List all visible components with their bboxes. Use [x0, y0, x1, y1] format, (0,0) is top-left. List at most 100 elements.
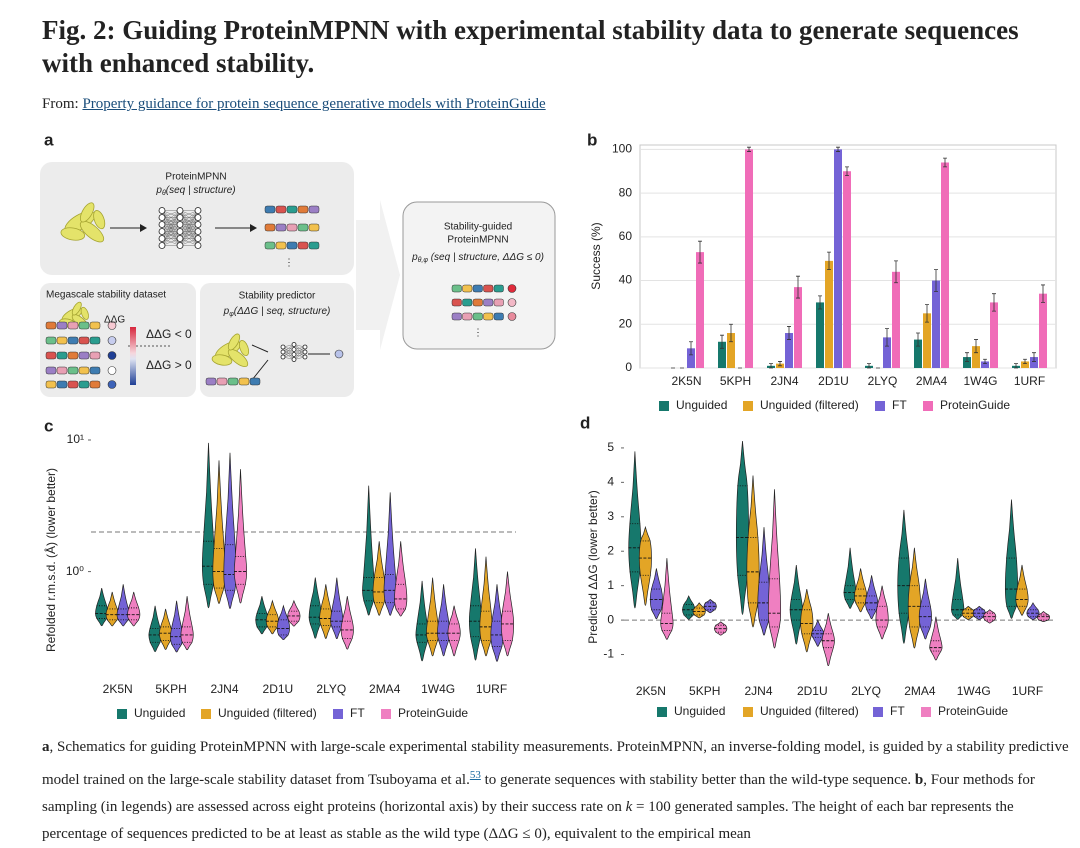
- sequence-cell: [238, 377, 250, 386]
- network-edge: [161, 210, 181, 225]
- legend-label: ProteinGuide: [398, 706, 468, 720]
- legend-swatch: [117, 709, 127, 719]
- legend-title: ΔΔG: [104, 315, 125, 326]
- formula-part: p: [223, 306, 230, 317]
- network-node: [176, 242, 184, 249]
- sequence-cell: [67, 336, 79, 345]
- y-axis-label: Predicted ΔΔG (lower better): [586, 490, 600, 643]
- sequence-cell: [286, 205, 298, 214]
- network-node: [158, 221, 166, 228]
- violin: [415, 580, 429, 662]
- sequence-cell: [78, 380, 90, 389]
- reference: 53: [470, 767, 481, 781]
- bar: [816, 302, 824, 368]
- error-bar: [698, 240, 702, 264]
- sequence-cell: [45, 366, 57, 375]
- legend-swatch: [659, 401, 669, 411]
- network-node: [158, 214, 166, 221]
- y-tick-label: 3: [607, 509, 614, 523]
- violin: [447, 605, 461, 657]
- bar: [785, 333, 793, 368]
- formula: pθ(seq | structure): [155, 185, 235, 197]
- violin: [212, 460, 226, 604]
- error-bar: [747, 146, 751, 152]
- sequence-cell: [89, 336, 101, 345]
- reference-link[interactable]: 53: [469, 769, 481, 781]
- x-tick-label: 2MA4: [904, 684, 936, 698]
- violin: [865, 575, 879, 620]
- figure: a ProteinMPNN pθ(seq | structure) ⋮ Stab…: [40, 130, 1057, 720]
- legend-swatch: [873, 707, 883, 717]
- bar: [932, 280, 940, 368]
- sequence-cell: [264, 223, 276, 232]
- arrow: [251, 359, 269, 381]
- network-node: [176, 214, 184, 221]
- x-tick-label: 1URF: [476, 682, 507, 696]
- error-bar: [925, 304, 929, 323]
- box-title: Megascale stability dataset: [46, 290, 166, 301]
- violin: [1015, 564, 1029, 616]
- sequence-cell: [45, 380, 57, 389]
- stability-dot: [507, 312, 517, 321]
- sequence-cell: [67, 321, 79, 330]
- network-node: [302, 354, 308, 360]
- sequence-cell: [264, 205, 276, 214]
- violin: [372, 541, 386, 616]
- network-node: [176, 228, 184, 235]
- x-tick-label: 2K5N: [636, 684, 666, 698]
- sequence-cell: [89, 366, 101, 375]
- error-bar: [729, 323, 733, 343]
- bar: [718, 341, 726, 368]
- violin: [426, 577, 440, 657]
- network-node: [158, 207, 166, 214]
- network-edge: [179, 210, 199, 225]
- sequence-cell: [275, 241, 287, 250]
- formula-part: φ: [229, 311, 234, 318]
- panel-label: c: [44, 416, 53, 435]
- violin: [735, 441, 750, 615]
- error-bar: [867, 363, 871, 369]
- stability-dot: [107, 351, 117, 360]
- sequence-cell: [493, 298, 504, 307]
- sequence-cell: [462, 284, 473, 293]
- formula-part: θ: [162, 190, 166, 197]
- x-tick-label: 2JN4: [770, 374, 798, 388]
- legend-label: Unguided (filtered): [760, 704, 859, 718]
- x-tick-label: 1URF: [1014, 374, 1045, 388]
- source-link[interactable]: Property guidance for protein sequence g…: [82, 96, 546, 112]
- network-node: [302, 349, 308, 355]
- sequence-cell: [462, 312, 473, 321]
- legend-label: Unguided: [134, 706, 185, 720]
- bar: [914, 339, 922, 368]
- arrow: [251, 344, 269, 353]
- violin: [875, 585, 889, 640]
- violin: [265, 599, 279, 635]
- ellipsis: ⋮: [473, 328, 483, 339]
- protein-structure: [60, 227, 86, 241]
- stability-dot: [107, 321, 117, 330]
- bar: [727, 333, 735, 368]
- x-tick-label: 2JN4: [744, 684, 772, 698]
- violin: [330, 577, 344, 640]
- network-node: [291, 352, 297, 357]
- formula-part: p: [155, 185, 162, 196]
- panel-label: a: [44, 130, 54, 149]
- violin: [918, 578, 932, 640]
- error-bar: [965, 352, 969, 362]
- error-bar: [916, 332, 920, 347]
- violin: [479, 556, 493, 657]
- violin: [682, 595, 696, 620]
- y-axis-label: Refolded r.m.s.d. (Å) (lower better): [43, 468, 58, 652]
- legend-swatch: [743, 707, 753, 717]
- x-tick-label: 2K5N: [671, 374, 701, 388]
- network-node: [158, 242, 166, 249]
- x-tick-label: 1W4G: [963, 374, 997, 388]
- sequence-cell: [216, 377, 228, 386]
- y-tick-label: 80: [619, 185, 633, 199]
- protein-structure: [93, 210, 106, 230]
- violin: [767, 489, 782, 649]
- sequence-cell: [89, 351, 101, 360]
- network-edge: [179, 210, 199, 232]
- x-tick-label: 2K5N: [103, 682, 133, 696]
- error-bar: [974, 339, 978, 354]
